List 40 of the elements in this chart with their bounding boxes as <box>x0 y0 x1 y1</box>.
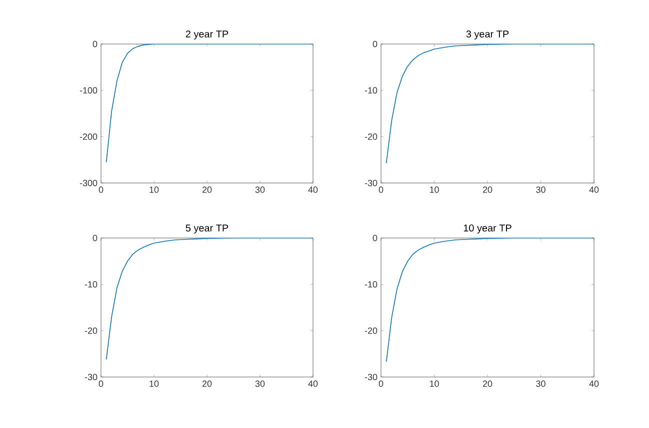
x-tick-label: 30 <box>536 186 546 193</box>
y-tick-label: 0 <box>372 40 378 48</box>
x-tick-label: 40 <box>308 380 318 387</box>
x-tick-label: 0 <box>98 380 104 387</box>
x-tick-label: 30 <box>536 380 546 387</box>
chart-title: 3 year TP <box>466 30 509 40</box>
x-tick-label: 0 <box>378 186 384 193</box>
x-tick-label: 40 <box>589 380 599 387</box>
y-tick-label: 0 <box>92 234 98 242</box>
chart-title: 2 year TP <box>186 30 228 40</box>
y-tick-label: -300 <box>80 180 98 186</box>
y-tick-label: -30 <box>364 374 378 380</box>
chart-title: 10 year TP <box>464 224 512 234</box>
y-tick-label: -20 <box>364 133 378 140</box>
x-tick-label: 40 <box>589 186 599 193</box>
x-tick-label: 10 <box>150 186 159 193</box>
y-tick-label: -30 <box>364 180 378 186</box>
chart-title: 5 year TP <box>186 224 228 234</box>
y-tick-label: -10 <box>84 281 98 288</box>
y-tick-label: 0 <box>92 40 98 48</box>
y-tick-label: -20 <box>364 327 378 334</box>
x-tick-label: 20 <box>202 186 212 193</box>
x-tick-label: 10 <box>430 186 439 193</box>
x-tick-label: 20 <box>482 186 492 193</box>
y-tick-label: -10 <box>364 281 378 288</box>
y-tick-label: -10 <box>364 87 378 94</box>
y-tick-label: -200 <box>80 133 98 140</box>
x-tick-label: 30 <box>255 186 265 193</box>
x-tick-label: 30 <box>255 380 265 387</box>
x-tick-label: 10 <box>150 380 159 387</box>
x-tick-label: 20 <box>482 380 492 387</box>
x-tick-label: 10 <box>430 380 439 387</box>
x-tick-label: 20 <box>202 380 212 387</box>
x-tick-label: 40 <box>308 186 318 193</box>
y-tick-label: 0 <box>372 234 378 242</box>
y-tick-label: -30 <box>84 374 98 380</box>
x-tick-label: 0 <box>378 380 384 387</box>
x-tick-label: 0 <box>98 186 104 193</box>
y-tick-label: -20 <box>84 327 98 334</box>
y-tick-label: -100 <box>80 87 98 94</box>
